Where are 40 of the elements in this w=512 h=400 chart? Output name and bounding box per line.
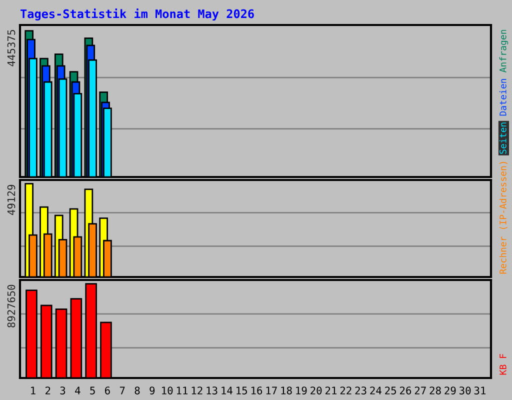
x-tick-label: 3 — [60, 386, 66, 394]
x-tick-label: 14 — [222, 386, 232, 394]
x-tick-label: 28 — [430, 386, 441, 394]
x-tick-label: 17 — [266, 386, 277, 394]
chart-title: Tages-Statistik im Monat May 2026 — [20, 8, 254, 20]
x-tick-label: 13 — [206, 386, 218, 394]
x-tick-label: 12 — [192, 386, 202, 394]
text: 445375 — [7, 30, 16, 66]
x-tick-label: 15 — [236, 386, 248, 394]
text: KB F — [500, 354, 506, 375]
x-tick-label: 8 — [134, 386, 140, 394]
x-tick-label: 21 — [325, 386, 337, 394]
x-tick-label: 10 — [162, 386, 173, 394]
x-tick-label: 16 — [251, 386, 262, 394]
x-tick-label: 23 — [355, 386, 366, 394]
x-tick-label: 18 — [281, 386, 292, 394]
x-tick-label: 7 — [120, 386, 125, 394]
x-tick-label: 9 — [150, 386, 155, 394]
x-tick-label: 30 — [460, 386, 471, 394]
text: 49129 — [7, 184, 16, 216]
text: Dateien — [499, 79, 506, 116]
text: Rechner (IP-Adressen) — [499, 162, 508, 274]
x-tick-label: 25 — [385, 386, 396, 394]
text: Anfragen — [499, 30, 508, 72]
x-tick-label: 11 — [176, 386, 188, 394]
x-tick-label: 4 — [75, 386, 80, 394]
x-tick-label: 19 — [296, 386, 307, 394]
x-tick-label: 5 — [90, 386, 95, 394]
x-tick-label: 2 — [46, 386, 50, 394]
x-tick-label: 27 — [414, 386, 426, 394]
x-tick-label: 26 — [400, 386, 412, 394]
text: Seiten — [499, 122, 506, 154]
x-tick-label: 29 — [444, 386, 456, 394]
x-tick-label: 1 — [31, 386, 36, 394]
x-tick-label: 6 — [105, 386, 110, 394]
x-tick-label: 20 — [310, 386, 322, 394]
x-tick-label: 24 — [370, 386, 382, 394]
text: 8927650 — [7, 284, 16, 328]
x-tick-label: 31 — [474, 386, 486, 394]
x-tick-label: 22 — [340, 386, 352, 394]
